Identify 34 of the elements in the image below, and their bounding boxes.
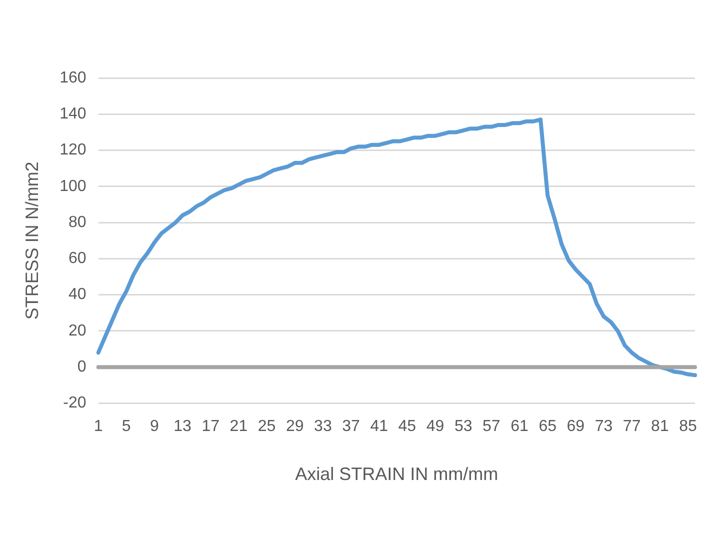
x-tick-label: 81 [651, 418, 669, 436]
y-tick-label: 140 [60, 106, 86, 123]
x-tick-label: 41 [370, 418, 388, 436]
y-tick-label: 20 [68, 322, 86, 340]
y-axis-title: STRESS IN N/mm2 [22, 162, 42, 320]
x-tick-label: 29 [286, 418, 304, 436]
y-tick-label: 80 [68, 214, 86, 231]
x-tick-label: 9 [150, 418, 160, 436]
y-tick-label: 100 [60, 178, 86, 195]
x-tick-label: 57 [482, 418, 500, 436]
x-tick-label: 37 [342, 418, 360, 436]
x-tick-label: 61 [510, 418, 528, 436]
x-tick-label: 85 [679, 418, 697, 436]
x-tick-label: 65 [538, 418, 557, 436]
x-tick-label: 69 [566, 418, 585, 436]
x-tick-label: 1 [94, 418, 103, 436]
y-tick-label: 40 [68, 286, 86, 304]
x-tick-label: 21 [230, 418, 248, 436]
y-tick-label: -20 [63, 394, 86, 412]
x-tick-label: 77 [622, 418, 641, 436]
y-tick-label: 0 [77, 358, 86, 376]
y-tick-label: 120 [60, 142, 86, 159]
y-tick-label: 160 [60, 69, 86, 86]
x-tick-label: 25 [258, 418, 276, 436]
x-tick-label: 17 [202, 418, 220, 436]
x-tick-label: 53 [454, 418, 472, 436]
y-tick-label: 60 [68, 250, 86, 268]
x-tick-label: 33 [314, 418, 332, 436]
x-axis-title: Axial STRAIN IN mm/mm [295, 464, 498, 484]
x-tick-label: 49 [426, 418, 444, 436]
x-tick-label: 73 [594, 418, 613, 436]
x-tick-label: 13 [174, 418, 192, 436]
x-tick-label: 45 [398, 418, 416, 436]
x-tick-label: 5 [122, 418, 131, 436]
